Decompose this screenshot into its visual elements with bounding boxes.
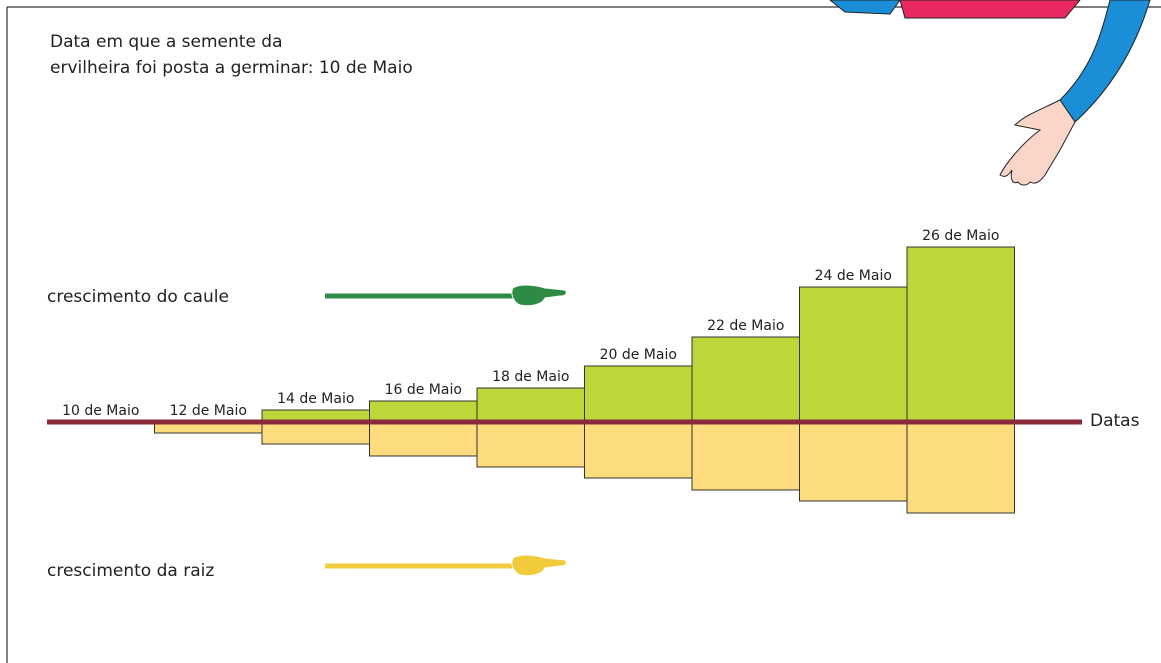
category-label: 16 de Maio	[385, 382, 462, 398]
bar	[907, 422, 1015, 513]
bar	[585, 422, 693, 478]
category-label: 10 de Maio	[62, 403, 139, 419]
bar	[370, 401, 478, 422]
category-label: 22 de Maio	[707, 318, 784, 334]
bar	[477, 388, 585, 422]
page: Data em que a semente da ervilheira foi …	[0, 0, 1161, 663]
bar	[370, 422, 478, 456]
legend-label: crescimento da raiz	[47, 561, 214, 581]
bar	[907, 247, 1015, 422]
title-line: ervilheira foi posta a germinar: 10 de M…	[50, 58, 413, 78]
bar	[800, 287, 908, 422]
bar	[477, 422, 585, 467]
bar	[585, 366, 693, 422]
chart: Data em que a semente da ervilheira foi …	[0, 0, 1161, 663]
category-label: 14 de Maio	[277, 391, 354, 407]
legend-label: crescimento do caule	[47, 287, 229, 307]
illustration	[830, 0, 1150, 185]
bar	[262, 422, 370, 444]
x-axis-label: Datas	[1090, 411, 1140, 431]
category-label: 18 de Maio	[492, 369, 569, 385]
category-label: 26 de Maio	[922, 228, 999, 244]
category-label: 24 de Maio	[815, 268, 892, 284]
legend-hand	[512, 555, 567, 576]
bar	[692, 337, 800, 422]
legend-hand	[512, 285, 567, 306]
title-line: Data em que a semente da	[50, 32, 283, 52]
category-label: 20 de Maio	[600, 347, 677, 363]
category-label: 12 de Maio	[170, 403, 247, 419]
bar	[692, 422, 800, 490]
bar	[800, 422, 908, 501]
